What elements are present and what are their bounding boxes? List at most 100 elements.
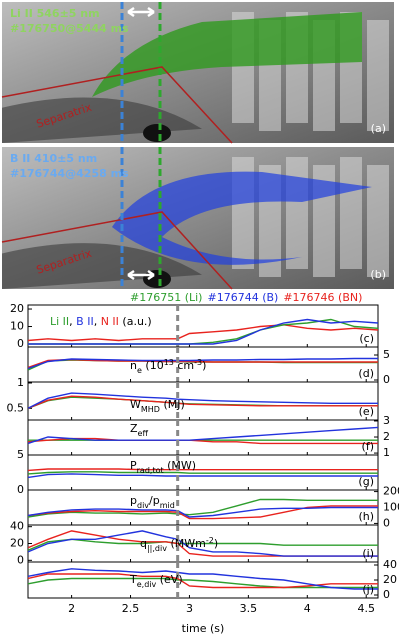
arrow [127, 6, 155, 18]
y-label-part: B II [76, 315, 94, 328]
y-label: Zeff [130, 422, 148, 438]
x-tick-label: 2.5 [122, 602, 140, 615]
y-tick-label: 3 [383, 414, 390, 427]
panel: 0 5 Prad,tot (MW) (g) [17, 448, 379, 496]
y-label: Te,div (eV) [129, 573, 183, 589]
y-label-part: MHD [141, 405, 160, 414]
series-line [28, 357, 378, 370]
series-line [28, 324, 378, 342]
y-label-part: mid [160, 501, 175, 510]
y-label-part: -2 [206, 536, 214, 545]
y-tick-label: 20 [10, 302, 24, 315]
y-label-part: e,div [137, 580, 157, 589]
panel: 0 10 20 Li II, B II, N II (a.u.) (c) [10, 302, 379, 350]
panel-label: (g) [358, 475, 374, 488]
y-label-part: p [130, 494, 137, 507]
y-tick-label: 40 [383, 558, 397, 571]
y-label: Prad,tot (MW) [130, 459, 196, 475]
y-label: Li II, B II, N II (a.u.) [50, 315, 152, 328]
plot-area [28, 392, 378, 409]
camera-image: Li II 546±5 nm#176750@5444 msSeparatrix(… [1, 2, 394, 144]
plot-area [28, 568, 378, 590]
x-tick-label: 2 [68, 602, 75, 615]
y-label-part: q [140, 537, 147, 550]
y-tick-label: 100 [383, 501, 399, 514]
y-label-part: (MJ) [160, 398, 185, 411]
y-tick-label: 0 [17, 337, 24, 350]
panel-label: (f) [362, 440, 374, 453]
y-label-part: n [130, 359, 137, 372]
panel-label: (a) [371, 122, 386, 135]
y-tick-label: 1 [383, 446, 390, 459]
series-line [28, 577, 378, 589]
panel: 0 20 40 Te,div (eV) (j) 2 2.5 3 3.5 4 4.5 time (s) [27, 558, 397, 635]
legend-entry: #176751 (Li) [130, 291, 202, 304]
y-label: pdiv/pmid [130, 494, 175, 510]
panel: 1 2 3 Zeff (f) [27, 414, 390, 459]
y-label-part: T [129, 573, 137, 586]
y-label-part: , [94, 315, 101, 328]
panel-label: (j) [362, 583, 374, 596]
y-label-part: cm [174, 359, 194, 372]
time-traces: #176751 (Li) #176744 (B) #176746 (BN)01020… [7, 291, 399, 635]
panel: 0 100 200 pdiv/pmid (h) [27, 485, 399, 529]
panel-label: (b) [370, 268, 386, 281]
tile [340, 157, 362, 269]
shot-label: #176750@5444 ms [10, 22, 129, 35]
series-line [28, 426, 378, 445]
y-tick-label: 40 [10, 520, 24, 533]
plot-area [28, 498, 378, 520]
series-line [28, 568, 378, 590]
plot-area [28, 318, 378, 345]
y-tick-label: 2 [383, 430, 390, 443]
plot-area [28, 426, 378, 445]
separatrix-line [1, 66, 233, 144]
y-label-part: /p [149, 494, 160, 507]
y-tick-label: 1 [17, 376, 24, 389]
y-label-part: Li II [50, 315, 69, 328]
series-line [28, 358, 378, 369]
y-label-part: ) [202, 359, 206, 372]
y-tick-label: 0 [383, 516, 390, 529]
y-tick-label: 20 [383, 573, 397, 586]
panel-label: (e) [359, 405, 374, 418]
y-label-part: e [137, 366, 142, 375]
panel-frame [27, 381, 379, 421]
plasma-emission [92, 12, 362, 97]
y-label-part: ) [214, 537, 218, 550]
y-label-part: eff [138, 429, 149, 438]
series-line [28, 471, 378, 475]
y-label-part: -3 [194, 358, 202, 367]
plot-area [28, 530, 378, 557]
series-line [28, 498, 378, 518]
legend-entry: #176746 (BN) [283, 291, 362, 304]
tile [367, 165, 389, 277]
y-tick-label: 20 [10, 537, 24, 550]
plot-area [28, 468, 378, 479]
series-line [28, 473, 378, 479]
wavelength-label: Li II 546±5 nm [10, 7, 100, 20]
camera-images: Li II 546±5 nm#176750@5444 msSeparatrix(… [1, 2, 394, 290]
y-label-part: div [137, 501, 149, 510]
shot-label: #176744@4258 ms [10, 167, 129, 180]
y-label-part: , [69, 315, 76, 328]
y-tick-label: 5 [383, 348, 390, 361]
y-tick-label: 10 [10, 320, 24, 333]
x-tick-label: 3 [186, 602, 193, 615]
x-tick-label: 3.5 [240, 602, 258, 615]
y-tick-label: 0.5 [7, 401, 25, 414]
legend-entry: #176744 (B) [207, 291, 278, 304]
y-tick-label: 5 [17, 448, 24, 461]
tile [367, 20, 389, 131]
y-tick-label: 200 [383, 485, 399, 498]
y-label: ne (1013 cm-3) [130, 358, 206, 375]
header-legend: #176751 (Li) #176744 (B) #176746 (BN) [130, 291, 362, 304]
y-label-part: 13 [164, 358, 174, 367]
panel-label: (h) [358, 510, 374, 523]
series-line [28, 318, 378, 345]
y-label-part: (MW) [164, 459, 196, 472]
y-label-part: Z [130, 422, 138, 435]
y-label-part: (MWm [167, 537, 206, 550]
series-line [28, 395, 378, 409]
